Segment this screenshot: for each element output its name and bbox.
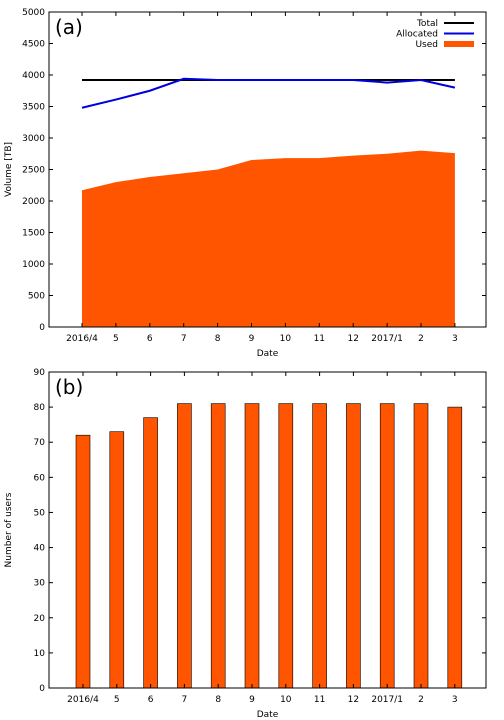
volume-chart: 0 500 1000 1500 2000 2500 3000 3500 4000 4500 5000… <box>4 8 487 359</box>
x-tick-label: 7 <box>182 695 188 705</box>
y-tick-label: 500 <box>28 292 45 302</box>
bar-5 <box>109 431 125 689</box>
series-line-allocated <box>81 77 456 109</box>
y-tick-label: 60 <box>34 473 46 483</box>
volume-x-axis-title: Date <box>257 349 279 359</box>
legend-label-used: Used <box>415 40 438 50</box>
x-tick-label: 6 <box>147 334 153 344</box>
x-tick-label: 10 <box>280 695 292 705</box>
x-tick-label: 11 <box>314 334 325 344</box>
x-tick-label: 9 <box>249 334 255 344</box>
x-tick-label: 2017/1 <box>371 695 403 705</box>
users-x-axis-title: Date <box>257 710 279 720</box>
volume-y-axis: 0 500 1000 1500 2000 2500 3000 3500 4000 4500 5000 <box>22 8 486 333</box>
y-tick-label: 1000 <box>22 260 45 270</box>
x-tick-label: 10 <box>280 334 292 344</box>
legend-label-total: Total <box>416 19 438 29</box>
y-tick-label: 20 <box>34 614 46 624</box>
x-tick-label: 11 <box>314 695 325 705</box>
x-tick-label: 2017/1 <box>371 334 403 344</box>
x-tick-label: 3 <box>452 334 458 344</box>
y-tick-label: 2000 <box>22 197 45 207</box>
bar-2017-1 <box>379 403 395 689</box>
volume-panel-label: (a) <box>55 15 83 39</box>
y-tick-label: 40 <box>34 544 46 554</box>
users-panel-label: (b) <box>55 375 83 399</box>
line-series-layer <box>81 77 456 109</box>
y-tick-label: 50 <box>34 508 46 518</box>
bar-3 <box>447 406 463 689</box>
x-tick-label: 3 <box>452 695 458 705</box>
bar-11 <box>312 403 327 689</box>
volume-y-axis-title: Volume [TB] <box>4 142 14 197</box>
volume-x-axis: 2016/4 5 6 7 8 9 10 11 12 2017/1 2 3 <box>66 12 458 344</box>
x-tick-label: 2 <box>418 695 424 705</box>
bar-2 <box>413 403 429 689</box>
y-tick-label: 4000 <box>22 71 45 81</box>
x-tick-label: 2016/4 <box>67 695 99 705</box>
users-bar-layer <box>75 403 463 689</box>
bar-2016-4 <box>75 434 91 689</box>
bar-6 <box>143 417 158 689</box>
y-tick-label: 0 <box>39 323 45 333</box>
users-x-axis: 2016/4 5 6 7 8 9 10 11 12 2017/1 2 3 <box>67 372 458 705</box>
legend-swatch-used <box>444 41 474 47</box>
x-tick-label: 7 <box>181 334 187 344</box>
x-tick-label: 12 <box>348 695 359 705</box>
y-tick-label: 3000 <box>22 134 45 144</box>
x-tick-label: 2016/4 <box>66 334 98 344</box>
used-area-layer <box>82 150 455 327</box>
bar-7 <box>177 403 192 689</box>
y-tick-label: 5000 <box>22 8 45 18</box>
bar-9 <box>244 403 260 689</box>
legend-label-allocated: Allocated <box>396 30 438 40</box>
y-tick-label: 30 <box>34 579 46 589</box>
bar-8 <box>210 403 226 689</box>
users-y-axis-title: Number of users <box>4 492 14 567</box>
x-tick-label: 5 <box>113 334 119 344</box>
y-tick-label: 0 <box>39 684 45 694</box>
x-tick-label: 8 <box>215 334 221 344</box>
bar-10 <box>278 403 294 689</box>
x-tick-label: 6 <box>148 695 154 705</box>
x-tick-label: 5 <box>114 695 120 705</box>
y-tick-label: 2500 <box>22 166 45 176</box>
x-tick-label: 12 <box>347 334 358 344</box>
bar-12 <box>346 403 361 689</box>
y-tick-label: 70 <box>34 438 46 448</box>
y-tick-label: 90 <box>34 368 46 378</box>
y-tick-label: 1500 <box>22 229 45 239</box>
y-tick-label: 4500 <box>22 40 45 50</box>
y-tick-label: 80 <box>34 403 46 413</box>
users-plot-frame <box>48 371 487 689</box>
x-tick-label: 8 <box>215 695 221 705</box>
series-area-used <box>82 150 455 327</box>
y-tick-label: 10 <box>34 649 46 659</box>
x-tick-label: 2 <box>418 334 424 344</box>
y-tick-label: 3500 <box>22 103 45 113</box>
x-tick-label: 9 <box>249 695 255 705</box>
users-y-axis: 0 10 20 30 40 50 60 70 80 90 <box>34 368 486 694</box>
